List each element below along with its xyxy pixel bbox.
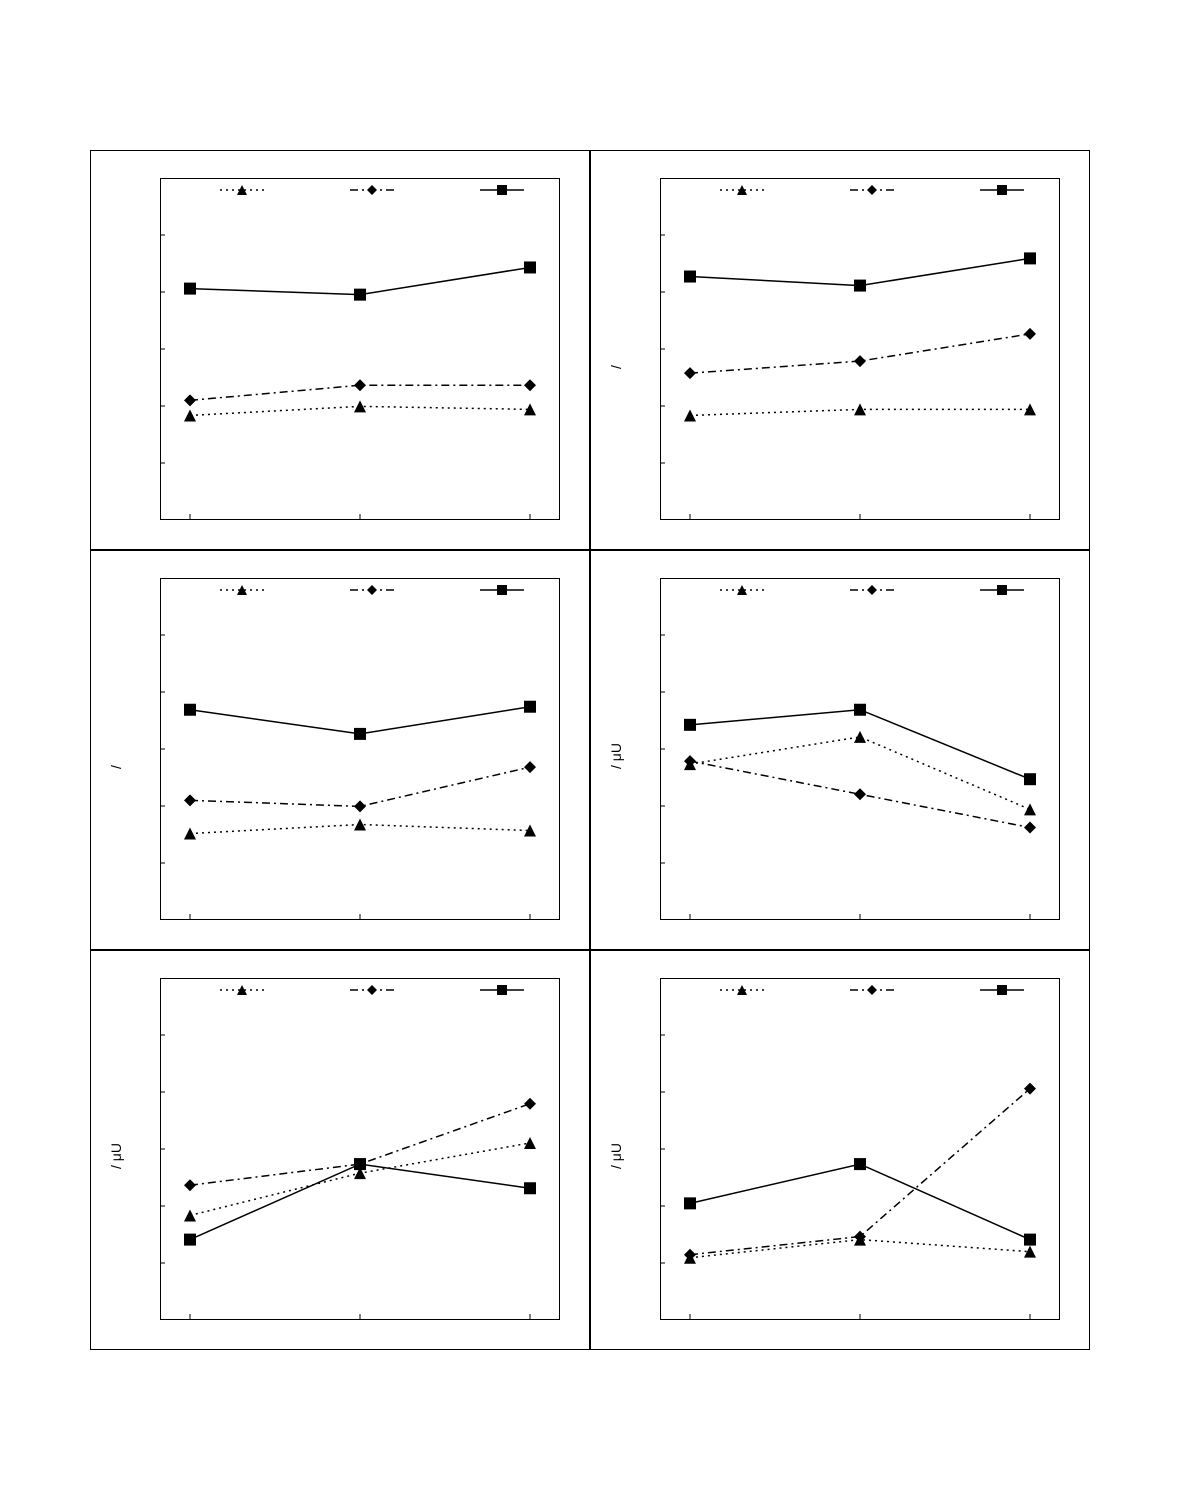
series-line <box>690 1164 1030 1240</box>
series-marker <box>854 704 866 716</box>
series-marker <box>854 280 866 292</box>
series-line <box>190 1143 530 1215</box>
series-marker <box>524 701 536 713</box>
series-marker <box>184 1179 196 1191</box>
ylabel: / <box>108 765 124 769</box>
series-marker <box>184 794 196 806</box>
plot-svg <box>160 178 560 520</box>
series-marker <box>1024 822 1036 834</box>
series-marker <box>184 828 196 840</box>
series-line <box>690 710 1030 779</box>
plot-svg <box>160 978 560 1320</box>
series-marker <box>684 755 696 767</box>
plot-svg <box>660 978 1060 1320</box>
plot-svg <box>660 178 1060 520</box>
series-marker <box>524 1098 536 1110</box>
series-marker <box>184 704 196 716</box>
series-marker <box>1024 252 1036 264</box>
series-marker <box>854 1158 866 1170</box>
series-line <box>690 1089 1030 1255</box>
series-marker <box>684 719 696 731</box>
series-marker <box>524 761 536 773</box>
series-marker <box>354 379 366 391</box>
series-marker <box>854 788 866 800</box>
series-marker <box>184 1209 196 1221</box>
series-marker <box>1024 328 1036 340</box>
series-marker <box>354 289 366 301</box>
series-marker <box>1024 1234 1036 1246</box>
series-marker <box>684 271 696 283</box>
series-marker <box>184 409 196 421</box>
series-marker <box>354 800 366 812</box>
series-line <box>690 334 1030 373</box>
series-marker <box>1024 773 1036 785</box>
ylabel: / <box>608 365 624 369</box>
plot-svg <box>660 578 1060 920</box>
plot-svg <box>160 578 560 920</box>
series-marker <box>684 1197 696 1209</box>
series-marker <box>854 355 866 367</box>
series-marker <box>354 728 366 740</box>
ylabel: / μU <box>108 1143 124 1169</box>
series-marker <box>184 283 196 295</box>
series-marker <box>524 379 536 391</box>
ylabel: / μU <box>608 743 624 769</box>
series-marker <box>1024 403 1036 415</box>
figure-wrap: { "figure": { "width": 1190, "height": 1… <box>0 0 1190 1508</box>
series-marker <box>1024 803 1036 815</box>
series-marker <box>684 367 696 379</box>
series-marker <box>184 394 196 406</box>
series-marker <box>524 1182 536 1194</box>
series-marker <box>184 1234 196 1246</box>
ylabel: / μU <box>608 1143 624 1169</box>
series-marker <box>524 261 536 273</box>
series-marker <box>684 409 696 421</box>
